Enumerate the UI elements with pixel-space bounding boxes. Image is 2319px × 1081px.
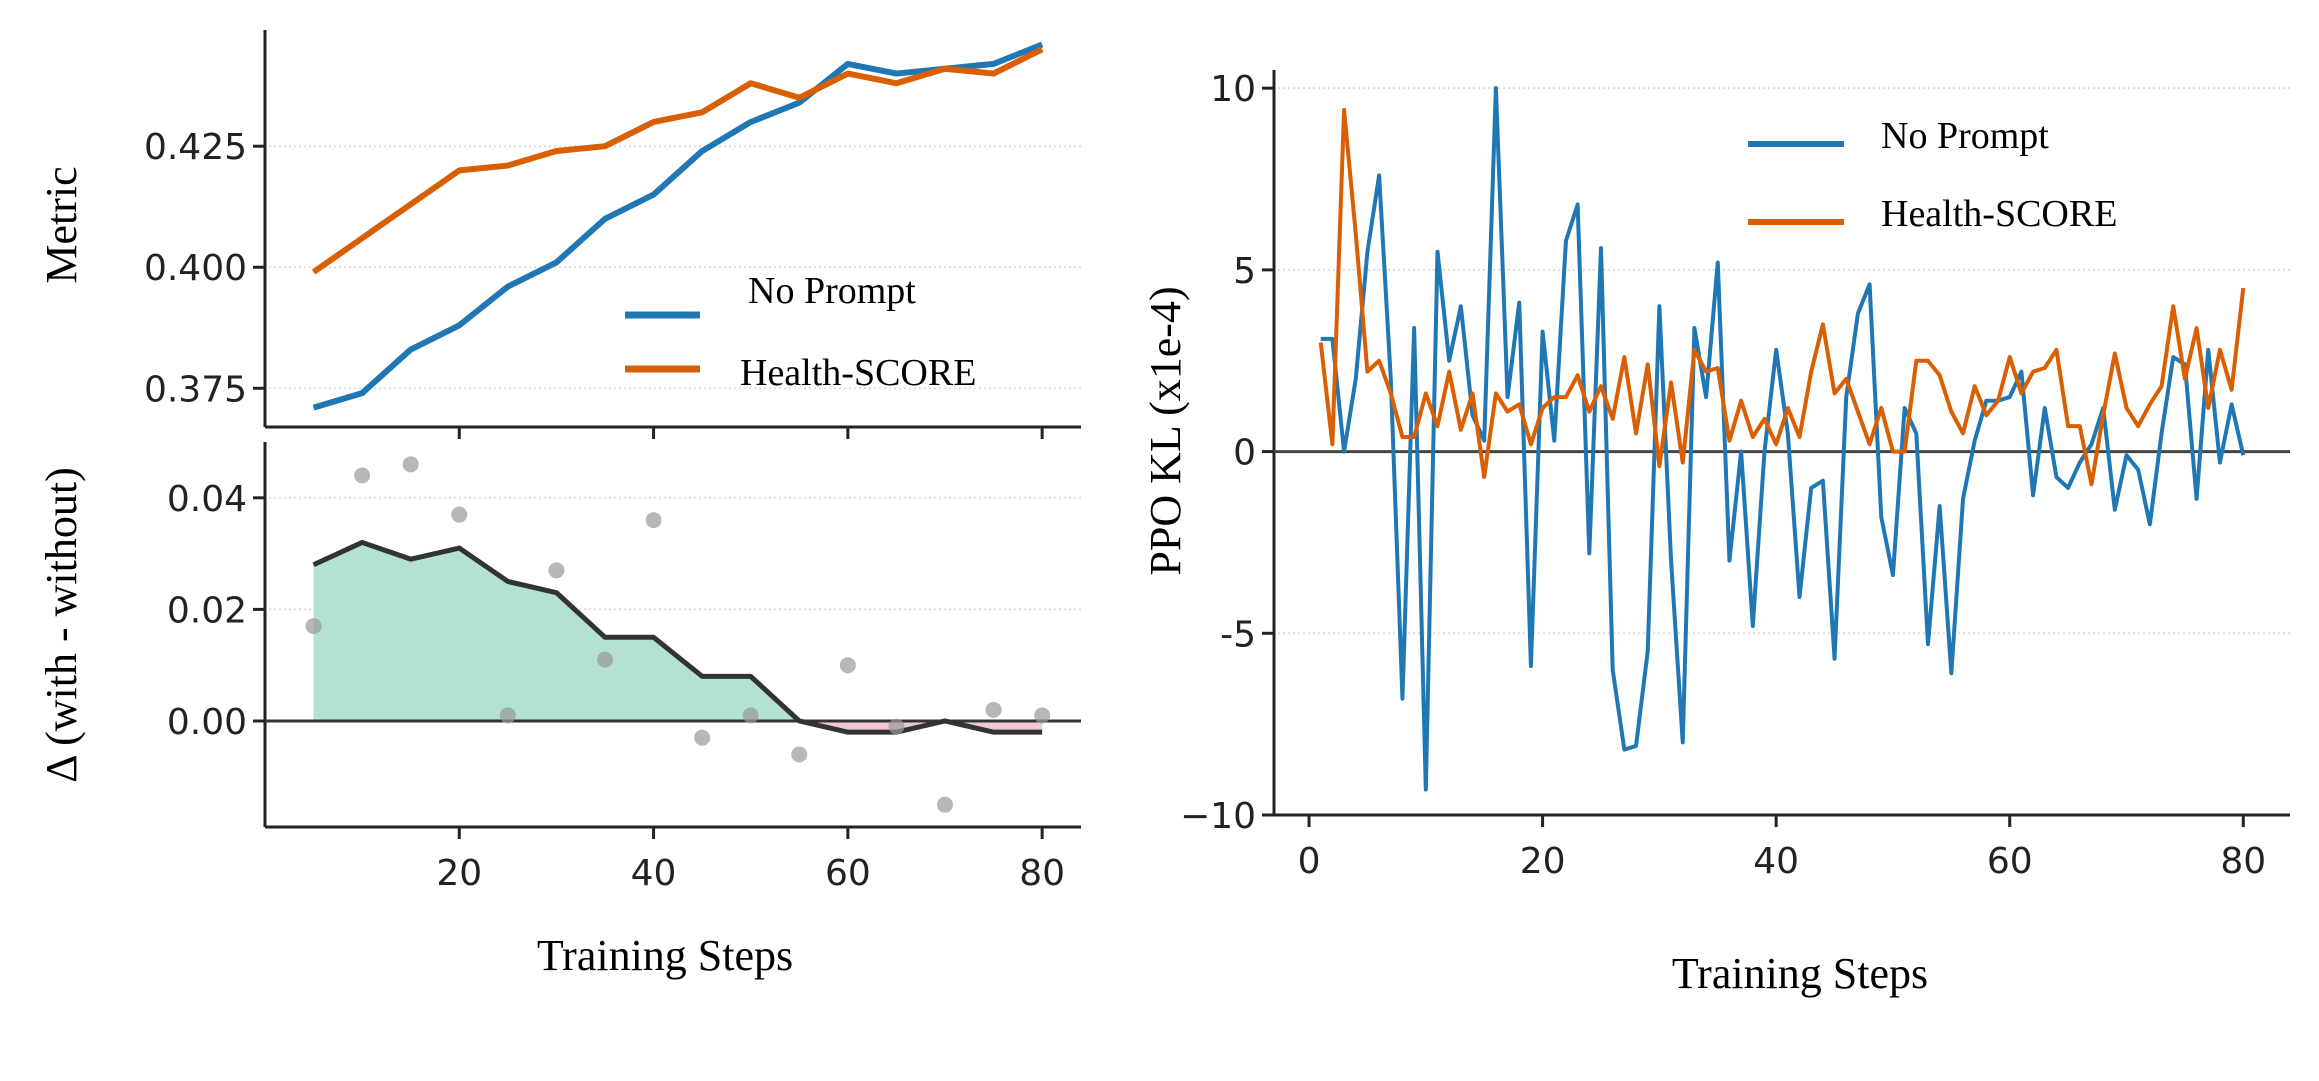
x-tick-label: 20 bbox=[436, 853, 482, 894]
legend-label: No Prompt bbox=[748, 270, 916, 312]
y-tick-label: −10 bbox=[1180, 796, 1256, 837]
delta-point bbox=[645, 512, 662, 529]
delta-point bbox=[839, 657, 856, 674]
delta-point bbox=[985, 701, 1002, 718]
y-tick-label: 0.375 bbox=[144, 369, 247, 410]
y-tick-label: 0.04 bbox=[167, 479, 247, 520]
series-line-health-score bbox=[1318, 107, 2246, 487]
x-tick-label: 60 bbox=[825, 853, 871, 894]
kl-panel: −10 -5 0 5 10 0 20 40 60 80 No Prompt Health-SCORE bbox=[1180, 69, 2290, 882]
x-tick-label: 40 bbox=[631, 853, 677, 894]
y-tick-label: 0 bbox=[1233, 433, 1256, 474]
kl-xlabel: Training Steps bbox=[1672, 949, 1928, 998]
legend-label: Health-SCORE bbox=[740, 352, 976, 394]
x-tick-label: 0 bbox=[1298, 841, 1321, 882]
positive-area bbox=[313, 542, 1043, 721]
series-line-no-prompt bbox=[312, 41, 1044, 411]
y-tick-label: 0.00 bbox=[167, 702, 247, 743]
y-tick-label: 5 bbox=[1233, 251, 1256, 292]
metric-panel: 0.375 0.400 0.425 No Prompt Health-SCORE bbox=[144, 30, 1081, 439]
delta-point bbox=[402, 456, 419, 473]
y-tick-label: 0.425 bbox=[144, 127, 247, 168]
delta-point bbox=[791, 746, 808, 763]
x-tick-label: 80 bbox=[1019, 853, 1065, 894]
legend-label: Health-SCORE bbox=[1881, 193, 2117, 235]
delta-point bbox=[937, 796, 953, 813]
kl-ylabel: PPO KL (x1e-4) bbox=[1141, 286, 1190, 575]
y-tick-label: 10 bbox=[1210, 69, 1256, 110]
delta-xlabel: Training Steps bbox=[537, 931, 793, 980]
x-tick-label: 40 bbox=[1753, 841, 1799, 882]
x-tick-label: 80 bbox=[2220, 841, 2266, 882]
delta-point bbox=[597, 651, 613, 668]
metric-ylabel: Metric bbox=[37, 166, 86, 283]
negative-area bbox=[313, 720, 1043, 733]
delta-panel: 0.00 0.02 0.04 20 40 60 80 bbox=[167, 442, 1081, 894]
delta-point bbox=[742, 707, 759, 724]
y-tick-label: -5 bbox=[1220, 614, 1256, 655]
x-tick-label: 20 bbox=[1520, 841, 1566, 882]
x-tick-label: 60 bbox=[1987, 841, 2033, 882]
delta-point bbox=[499, 707, 516, 724]
delta-ylabel: Δ (with - without) bbox=[37, 467, 86, 783]
delta-point bbox=[354, 467, 371, 484]
delta-point bbox=[694, 729, 711, 746]
delta-point bbox=[305, 618, 322, 635]
delta-point bbox=[1034, 707, 1051, 724]
legend-label: No Prompt bbox=[1881, 115, 2049, 157]
y-tick-label: 0.02 bbox=[167, 590, 247, 631]
delta-point bbox=[451, 506, 468, 523]
smoothed-delta-line bbox=[312, 539, 1043, 735]
delta-point bbox=[888, 718, 905, 735]
series-line-health-score bbox=[311, 46, 1044, 275]
delta-point bbox=[548, 562, 565, 579]
y-tick-label: 0.400 bbox=[144, 248, 247, 289]
